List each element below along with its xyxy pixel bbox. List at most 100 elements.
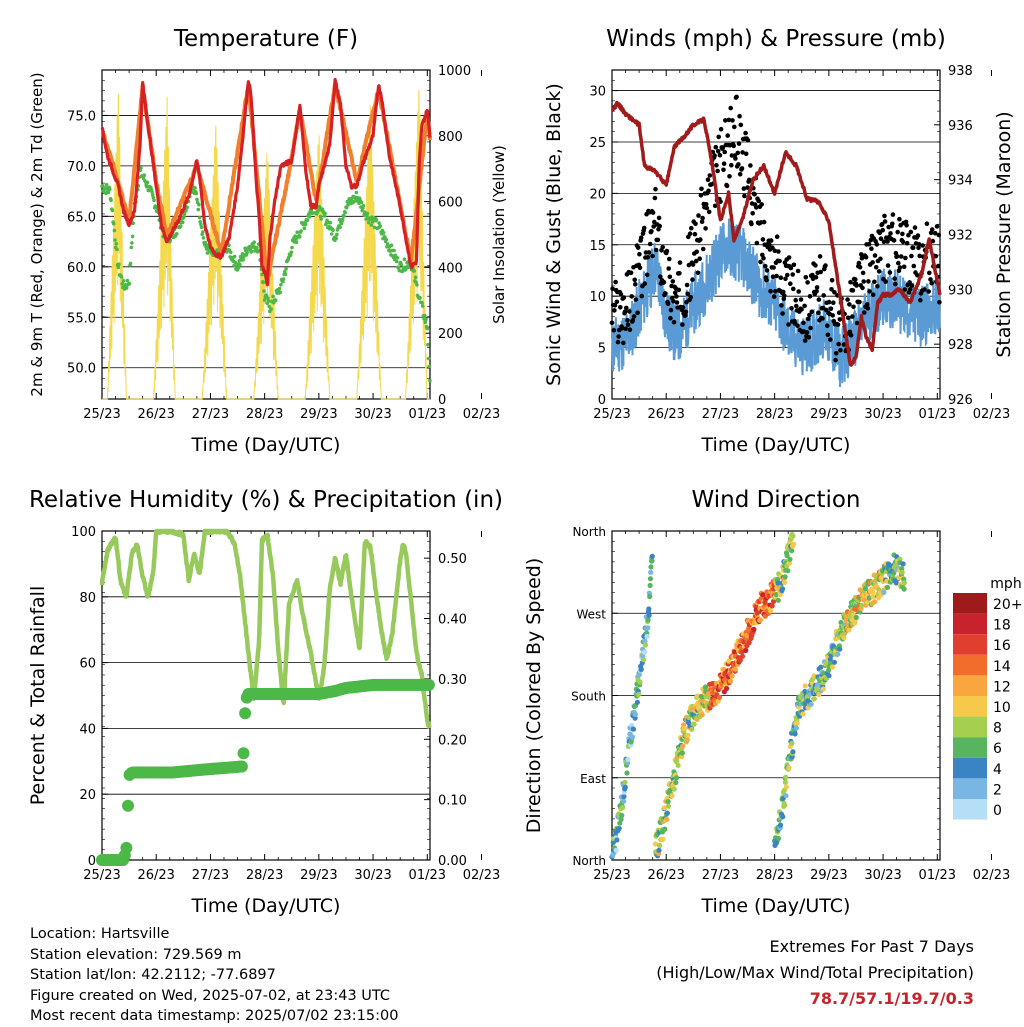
point-wind-direction bbox=[732, 666, 739, 672]
point-dewpoint bbox=[394, 259, 399, 264]
extremes-values: 78.7/57.1/19.7/0.3 bbox=[809, 989, 974, 1008]
point-gust bbox=[841, 342, 847, 347]
point-gust bbox=[756, 198, 761, 204]
chart-title-winds: Winds (mph) & Pressure (mb) bbox=[606, 26, 946, 52]
point-wind-direction bbox=[826, 673, 832, 679]
point-gust bbox=[743, 151, 749, 157]
point-gust bbox=[652, 195, 658, 201]
point-dewpoint bbox=[194, 191, 199, 196]
point-wind-direction bbox=[751, 626, 757, 633]
point-dewpoint bbox=[302, 226, 307, 230]
point-dewpoint bbox=[328, 220, 333, 225]
point-gust bbox=[891, 238, 897, 243]
point-gust bbox=[700, 215, 705, 221]
point-wind-direction bbox=[780, 586, 786, 592]
y-tick-label: 80 bbox=[79, 591, 96, 606]
y-tick-label: South bbox=[571, 690, 606, 704]
extremes-title: Extremes For Past 7 Days bbox=[769, 937, 974, 956]
point-dewpoint bbox=[108, 187, 112, 191]
point-gust bbox=[627, 309, 632, 314]
x-tick-label: 02/23 bbox=[973, 407, 1010, 422]
panel-humidity: Relative Humidity (%) & Precipitation (i… bbox=[29, 487, 503, 917]
point-dewpoint bbox=[366, 220, 371, 225]
point-gust bbox=[882, 213, 887, 219]
point-gust bbox=[613, 279, 618, 285]
point-dewpoint bbox=[111, 221, 116, 226]
point-gust bbox=[624, 305, 629, 311]
point-wind-direction bbox=[871, 599, 878, 605]
point-wind-direction bbox=[794, 720, 800, 726]
point-gust bbox=[818, 269, 823, 275]
point-dewpoint bbox=[129, 245, 134, 250]
point-gust bbox=[786, 322, 791, 327]
point-wind-direction bbox=[811, 696, 817, 702]
point-wind-direction bbox=[642, 638, 648, 644]
point-dewpoint bbox=[286, 255, 291, 260]
point-wind-direction bbox=[785, 568, 791, 574]
point-wind-direction bbox=[624, 770, 630, 776]
point-wind-direction bbox=[689, 726, 695, 732]
point-gust bbox=[618, 291, 624, 297]
y-tick-label: 100 bbox=[71, 525, 96, 540]
y-tick-label: 25 bbox=[589, 136, 606, 151]
point-wind-direction bbox=[808, 701, 814, 707]
point-dewpoint bbox=[201, 230, 205, 234]
x-tick-label: 29/23 bbox=[300, 868, 337, 883]
y-tick-label: 30 bbox=[589, 85, 606, 100]
point-gust bbox=[857, 299, 862, 305]
x-axis-label: Time (Day/UTC) bbox=[191, 895, 341, 917]
panel-temperature: Temperature (F) 25/23 26/23 27/23 28/23 29/23… bbox=[67, 26, 500, 456]
point-wind-direction bbox=[818, 664, 824, 670]
series-relative-humidity bbox=[99, 528, 432, 730]
point-gust bbox=[614, 299, 620, 305]
point-gust bbox=[631, 314, 637, 319]
point-wind-direction bbox=[780, 814, 786, 820]
x-tick-label: 02/23 bbox=[463, 868, 500, 883]
point-dewpoint bbox=[121, 279, 126, 283]
point-dewpoint bbox=[112, 228, 117, 233]
point-wind-direction bbox=[621, 798, 627, 804]
point-wind-direction bbox=[656, 847, 662, 853]
point-gust bbox=[693, 258, 699, 264]
point-wind-direction bbox=[827, 656, 833, 663]
colorbar-swatch bbox=[953, 799, 987, 820]
point-wind-direction bbox=[647, 593, 653, 600]
info-location: Location: Hartsville bbox=[30, 926, 170, 942]
point-gust bbox=[635, 245, 641, 250]
point-gust bbox=[804, 330, 810, 335]
point-wind-direction bbox=[679, 750, 686, 756]
point-wind-direction bbox=[784, 553, 790, 559]
point-gust bbox=[771, 294, 777, 299]
point-gust bbox=[929, 227, 935, 232]
point-gust bbox=[890, 212, 896, 217]
colorbar-label: 14 bbox=[993, 659, 1011, 675]
point-dewpoint bbox=[150, 190, 154, 194]
point-dewpoint bbox=[284, 267, 288, 271]
point-gust bbox=[876, 269, 882, 274]
point-gust bbox=[697, 256, 702, 262]
point-wind-direction bbox=[881, 589, 887, 596]
point-gust bbox=[850, 314, 855, 319]
point-gust bbox=[745, 137, 751, 143]
point-dewpoint bbox=[127, 281, 132, 286]
y2-tick-label: 0.00 bbox=[438, 854, 467, 869]
colorbar-swatch bbox=[953, 593, 987, 614]
x-tick-label: 28/23 bbox=[246, 407, 283, 422]
info-elevation: Station elevation: 729.569 m bbox=[30, 946, 242, 963]
point-gust bbox=[772, 248, 778, 254]
point-dewpoint bbox=[154, 205, 158, 210]
point-gust bbox=[866, 279, 871, 284]
point-gust bbox=[743, 130, 748, 136]
point-gust bbox=[803, 275, 809, 280]
point-gust bbox=[683, 309, 689, 315]
point-dewpoint bbox=[307, 214, 312, 219]
point-gust bbox=[733, 156, 738, 161]
y2-tick-label: 800 bbox=[438, 130, 463, 145]
point-precipitation bbox=[239, 707, 252, 720]
x-tick-label: 26/23 bbox=[647, 407, 684, 422]
point-gust bbox=[878, 236, 884, 241]
point-wind-direction bbox=[789, 548, 795, 554]
point-dewpoint bbox=[116, 265, 121, 270]
point-wind-direction bbox=[616, 825, 622, 832]
point-wind-direction bbox=[777, 822, 784, 828]
